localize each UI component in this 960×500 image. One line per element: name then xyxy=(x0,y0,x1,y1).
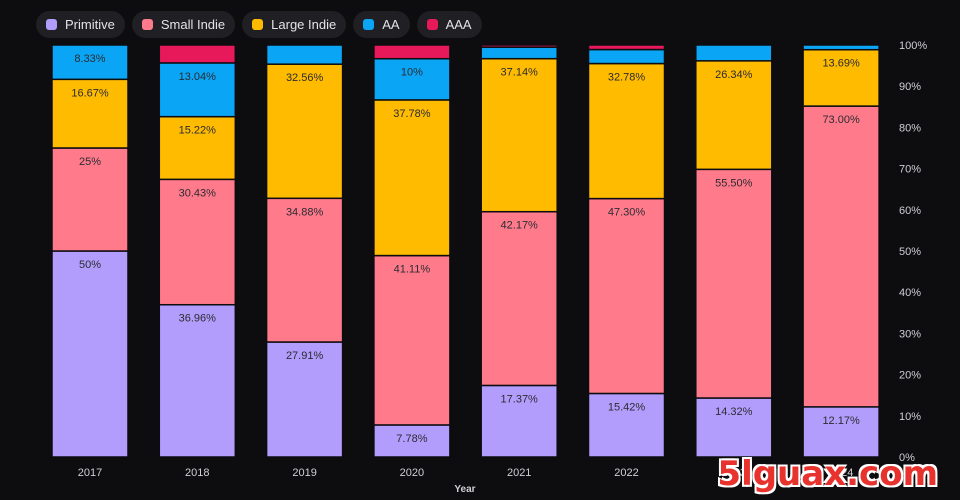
data-label: 55.50% xyxy=(715,177,753,189)
bar-segment-large-indie-2020[interactable] xyxy=(374,100,450,256)
bar-segment-small-indie-2023[interactable] xyxy=(696,169,772,398)
data-label: 32.56% xyxy=(286,72,324,84)
data-label: 30.43% xyxy=(179,187,217,199)
bar-segment-aaa-2022[interactable] xyxy=(589,45,665,50)
y-tick-label: 60% xyxy=(899,205,921,217)
data-label: 37.14% xyxy=(501,67,539,79)
bar-segment-large-indie-2021[interactable] xyxy=(481,59,557,212)
data-label: 17.37% xyxy=(501,393,539,405)
data-label: 50% xyxy=(79,259,101,271)
data-label: 32.78% xyxy=(608,72,646,84)
x-tick-label: 2020 xyxy=(400,467,424,479)
data-label: 13.04% xyxy=(179,71,217,83)
bar-segment-small-indie-2020[interactable] xyxy=(374,256,450,425)
data-label: 14.32% xyxy=(715,406,753,418)
x-tick-label: 2022 xyxy=(614,467,638,479)
data-label: 26.34% xyxy=(715,69,753,81)
y-tick-label: 80% xyxy=(899,122,921,134)
bar-segment-primitive-2017[interactable] xyxy=(52,251,128,457)
data-label: 37.78% xyxy=(393,108,431,120)
y-tick-label: 40% xyxy=(899,287,921,299)
data-label: 36.96% xyxy=(179,313,217,325)
data-label: 42.17% xyxy=(501,220,539,232)
x-axis-title: Year xyxy=(454,484,475,495)
data-label: 15.22% xyxy=(179,125,217,137)
bar-segment-aaa-2021[interactable] xyxy=(481,45,557,47)
bar-segment-small-indie-2021[interactable] xyxy=(481,212,557,386)
bar-segment-aaa-2020[interactable] xyxy=(374,45,450,59)
bar-segment-aa-2024[interactable] xyxy=(803,45,879,50)
x-tick-label: 2021 xyxy=(507,467,531,479)
data-label: 41.11% xyxy=(394,264,431,276)
bar-segment-large-indie-2019[interactable] xyxy=(267,64,343,198)
data-label: 8.33% xyxy=(74,53,105,65)
data-label: 10% xyxy=(401,67,423,79)
bar-segment-aa-2022[interactable] xyxy=(589,50,665,64)
stacked-bar-chart: 50% 25% 16.67% 8.33% 2017 36.96% 30.43% 15.22% 1… xyxy=(0,0,960,500)
x-tick-label: 2019 xyxy=(292,467,316,479)
data-label: 27.91% xyxy=(286,350,324,362)
bar-segment-large-indie-2022[interactable] xyxy=(589,64,665,199)
bar-segment-aa-2021[interactable] xyxy=(481,47,557,59)
data-label: 7.78% xyxy=(396,433,427,445)
watermark: 5lguax.com xyxy=(717,454,938,494)
y-tick-label: 70% xyxy=(899,164,921,176)
bar-segment-aa-2020[interactable] xyxy=(374,59,450,100)
y-tick-label: 30% xyxy=(899,328,921,340)
data-label: 47.30% xyxy=(608,207,646,219)
y-tick-label: 20% xyxy=(899,370,921,382)
data-label: 34.88% xyxy=(286,206,324,218)
y-tick-label: 100% xyxy=(899,40,927,52)
x-tick-label: 2018 xyxy=(185,467,209,479)
bar-segment-primitive-2018[interactable] xyxy=(159,305,235,457)
y-tick-label: 10% xyxy=(899,411,921,423)
bar-segment-small-indie-2024[interactable] xyxy=(803,106,879,407)
data-label: 16.67% xyxy=(71,87,109,99)
bar-segment-aaa-2018[interactable] xyxy=(159,45,235,63)
data-label: 13.69% xyxy=(822,58,860,70)
bar-segment-small-indie-2019[interactable] xyxy=(267,198,343,342)
data-label: 12.17% xyxy=(822,415,860,427)
y-tick-label: 90% xyxy=(899,81,921,93)
bar-segment-aa-2023[interactable] xyxy=(696,45,772,61)
data-label: 73.00% xyxy=(822,114,860,126)
data-label: 15.42% xyxy=(608,401,646,413)
y-tick-label: 50% xyxy=(899,246,921,258)
x-tick-label: 2017 xyxy=(78,467,102,479)
data-label: 25% xyxy=(79,156,101,168)
bar-segment-small-indie-2022[interactable] xyxy=(589,199,665,394)
bar-segment-aa-2019[interactable] xyxy=(267,45,343,64)
